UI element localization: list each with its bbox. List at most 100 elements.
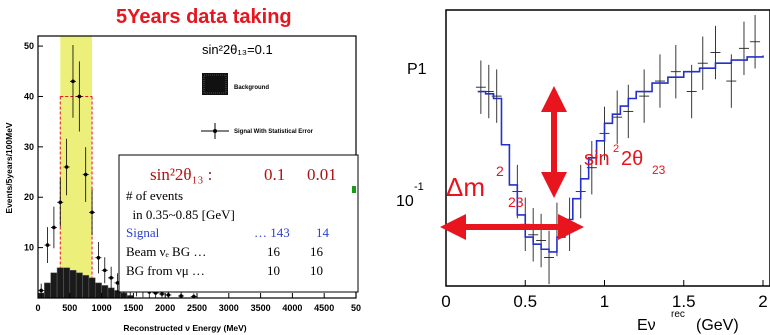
signal-point — [45, 243, 50, 247]
left-x-axis-label: Reconstructed ν Energy (MeV) — [123, 323, 246, 333]
left-y-tick-label: 20 — [24, 192, 34, 202]
right-y-tick-label: 10 -1 — [396, 181, 424, 210]
sin-annotation-sup: 2 — [613, 143, 619, 155]
signal-point — [39, 288, 43, 293]
left-x-tick-label: 4000 — [282, 303, 302, 313]
table-row-label: in 0.35~0.85 [GeV] — [126, 207, 235, 222]
table-cell-value: 10 — [310, 263, 323, 278]
left-x-tick-label: 1000 — [92, 303, 112, 313]
right-x-tick-label: 1 — [600, 292, 609, 311]
right-x-tick-label: 0.5 — [513, 292, 537, 311]
signal-point — [90, 210, 94, 215]
legend-background-label: Background — [234, 85, 269, 91]
left-y-ticks: 10 20 30 40 50 — [24, 41, 43, 253]
events-table-box — [118, 154, 359, 293]
left-y-tick-label: 30 — [24, 142, 34, 152]
background-bar — [82, 275, 90, 299]
signal-point — [115, 281, 120, 285]
right-x-ticks: 0 0.5 1 1.5 2 — [441, 280, 768, 311]
right-plot-frame — [445, 9, 770, 287]
table-row-label: Beam νₑ BG … — [126, 244, 206, 259]
right-x-label-main: Eν — [637, 317, 656, 334]
left-y-tick-label: 50 — [24, 41, 34, 51]
right-y-tick-exp: -1 — [414, 181, 424, 193]
left-x-tick-label: 4500 — [314, 303, 334, 313]
right-series-curve — [477, 55, 764, 253]
background-bar — [94, 282, 102, 299]
signal-point — [58, 200, 63, 205]
background-bar — [69, 270, 77, 299]
left-x-tick-label: 2500 — [187, 303, 207, 313]
table-cell-value: 14 — [316, 225, 330, 240]
signal-point — [192, 294, 196, 299]
right-x-axis-label: Eν rec (GeV) — [637, 309, 739, 334]
left-x-ticks: 0 500 1000 1500 2000 2500 3000 3500 4000 4500 50 — [35, 293, 361, 313]
slide-title: 5Years data taking — [116, 6, 292, 28]
left-y-tick-label: 10 — [24, 243, 34, 253]
table-row-label: BG from νμ … — [126, 263, 205, 278]
sin-annotation-mid: 2θ — [621, 148, 643, 170]
legend-signal-label: Signal With Statistical Error — [234, 129, 314, 135]
background-histogram — [37, 267, 134, 299]
events-table: sin²2θ₁₃ : 0.1 0.01 # of events in 0.35~… — [118, 154, 359, 293]
dm23-annotation: Δm 2 23 — [446, 163, 524, 210]
signal-point — [64, 165, 69, 169]
dm-annotation-sub: 23 — [508, 194, 524, 210]
left-x-tick-label: 3500 — [251, 303, 271, 313]
table-header-label: sin²2θ₁₃ : — [150, 165, 212, 184]
sin-arrow — [541, 86, 567, 198]
legend-signal-marker — [213, 129, 217, 133]
sin-annotation-sub: 23 — [652, 163, 666, 177]
signal-point — [166, 293, 171, 297]
sin-arrow-up-head — [541, 86, 567, 112]
left-y-tick-label: 40 — [24, 91, 34, 101]
background-bar — [63, 267, 71, 299]
left-plot-panel: 10 20 30 40 50 0 500 1000 1500 2000 2500 3000 3500 4… — [0, 0, 361, 335]
signal-point — [71, 79, 75, 84]
right-x-label-unit: (GeV) — [696, 317, 739, 334]
signal-point — [83, 172, 88, 177]
sin-arrow-down-head — [541, 172, 567, 198]
sin-annotation-main: sin — [584, 148, 610, 170]
legend: Background Signal With Statistical Error — [201, 73, 314, 139]
dm-arrow — [440, 214, 584, 240]
legend-background-swatch — [202, 73, 228, 95]
table-header-col1: 0.1 — [264, 165, 285, 184]
signal-point — [109, 276, 113, 280]
left-x-tick-label: 3000 — [219, 303, 239, 313]
left-x-tick-label: 1500 — [123, 303, 143, 313]
signal-point — [102, 268, 107, 273]
dm-annotation-sup: 2 — [496, 163, 504, 179]
left-x-tick-label: 50 — [351, 303, 361, 313]
table-cell-value: 10 — [267, 263, 280, 278]
table-header-col2: 0.01 — [307, 165, 337, 184]
left-x-tick-label: 500 — [62, 303, 77, 313]
background-bar — [107, 287, 115, 299]
left-x-tick-label: 0 — [35, 303, 40, 313]
right-x-tick-label: 1.5 — [672, 292, 696, 311]
dm-arrow-left-head — [440, 214, 466, 240]
background-bar — [88, 277, 96, 299]
table-cell-value: … 143 — [254, 225, 290, 240]
table-row-label: Signal — [126, 225, 160, 240]
background-bar — [50, 272, 58, 299]
signal-point — [52, 225, 56, 230]
right-plot-panel: P1 10 -1 0 0.5 1 1.5 2 Eν rec (GeV) Δm 2 23 — [396, 9, 770, 334]
background-bar — [101, 285, 109, 299]
dm-arrow-right-head — [558, 214, 584, 240]
right-y-tick-base: 10 — [396, 193, 414, 210]
right-x-tick-label: 2 — [758, 292, 767, 311]
background-bar — [75, 272, 83, 299]
right-x-tick-label: 0 — [441, 292, 450, 311]
left-x-tick-label: 2000 — [155, 303, 175, 313]
theta13-label: sin²2θ₁₃=0.1 — [202, 42, 273, 57]
signal-point — [160, 292, 164, 296]
signal-point — [96, 255, 101, 260]
green-marker — [352, 186, 356, 193]
signal-point — [179, 294, 183, 298]
table-cell-value: 16 — [267, 244, 281, 259]
background-bar — [56, 267, 64, 299]
sin23-annotation: sin 2 2θ 23 — [584, 143, 666, 177]
right-y-axis-label: P1 — [407, 61, 427, 78]
